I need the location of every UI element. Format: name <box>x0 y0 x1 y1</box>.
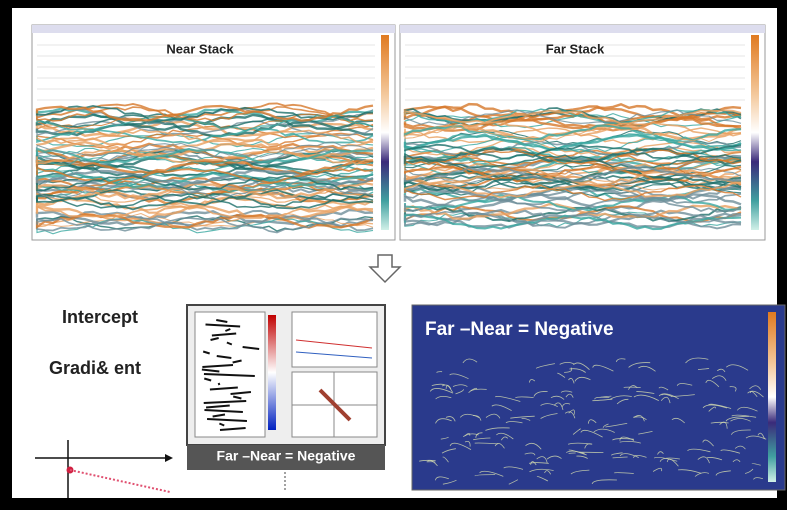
page: Near Stack Far Stack Intercept Gradi& en… <box>0 0 787 505</box>
color-bar <box>381 35 389 230</box>
color-bar <box>768 312 776 482</box>
seismic-panel <box>400 25 765 240</box>
panel-header <box>400 25 765 33</box>
crossplot-caption: Far –Near = Negative <box>217 448 356 464</box>
label-intercept: Intercept <box>62 307 138 327</box>
color-bar <box>751 35 759 230</box>
label-gradient: Gradi& ent <box>49 358 141 378</box>
crossplot-image <box>187 305 385 445</box>
panel-title: Near Stack <box>166 41 234 56</box>
difference-title: Far –Near = Negative <box>425 319 614 340</box>
slide: Near Stack Far Stack Intercept Gradi& en… <box>0 0 787 505</box>
plot-area <box>292 312 377 367</box>
gather-color-bar <box>268 315 276 430</box>
seismic-panel <box>32 25 395 240</box>
panel-title: Far Stack <box>546 41 605 56</box>
gather-trace <box>219 383 220 385</box>
panel-header <box>32 25 395 33</box>
